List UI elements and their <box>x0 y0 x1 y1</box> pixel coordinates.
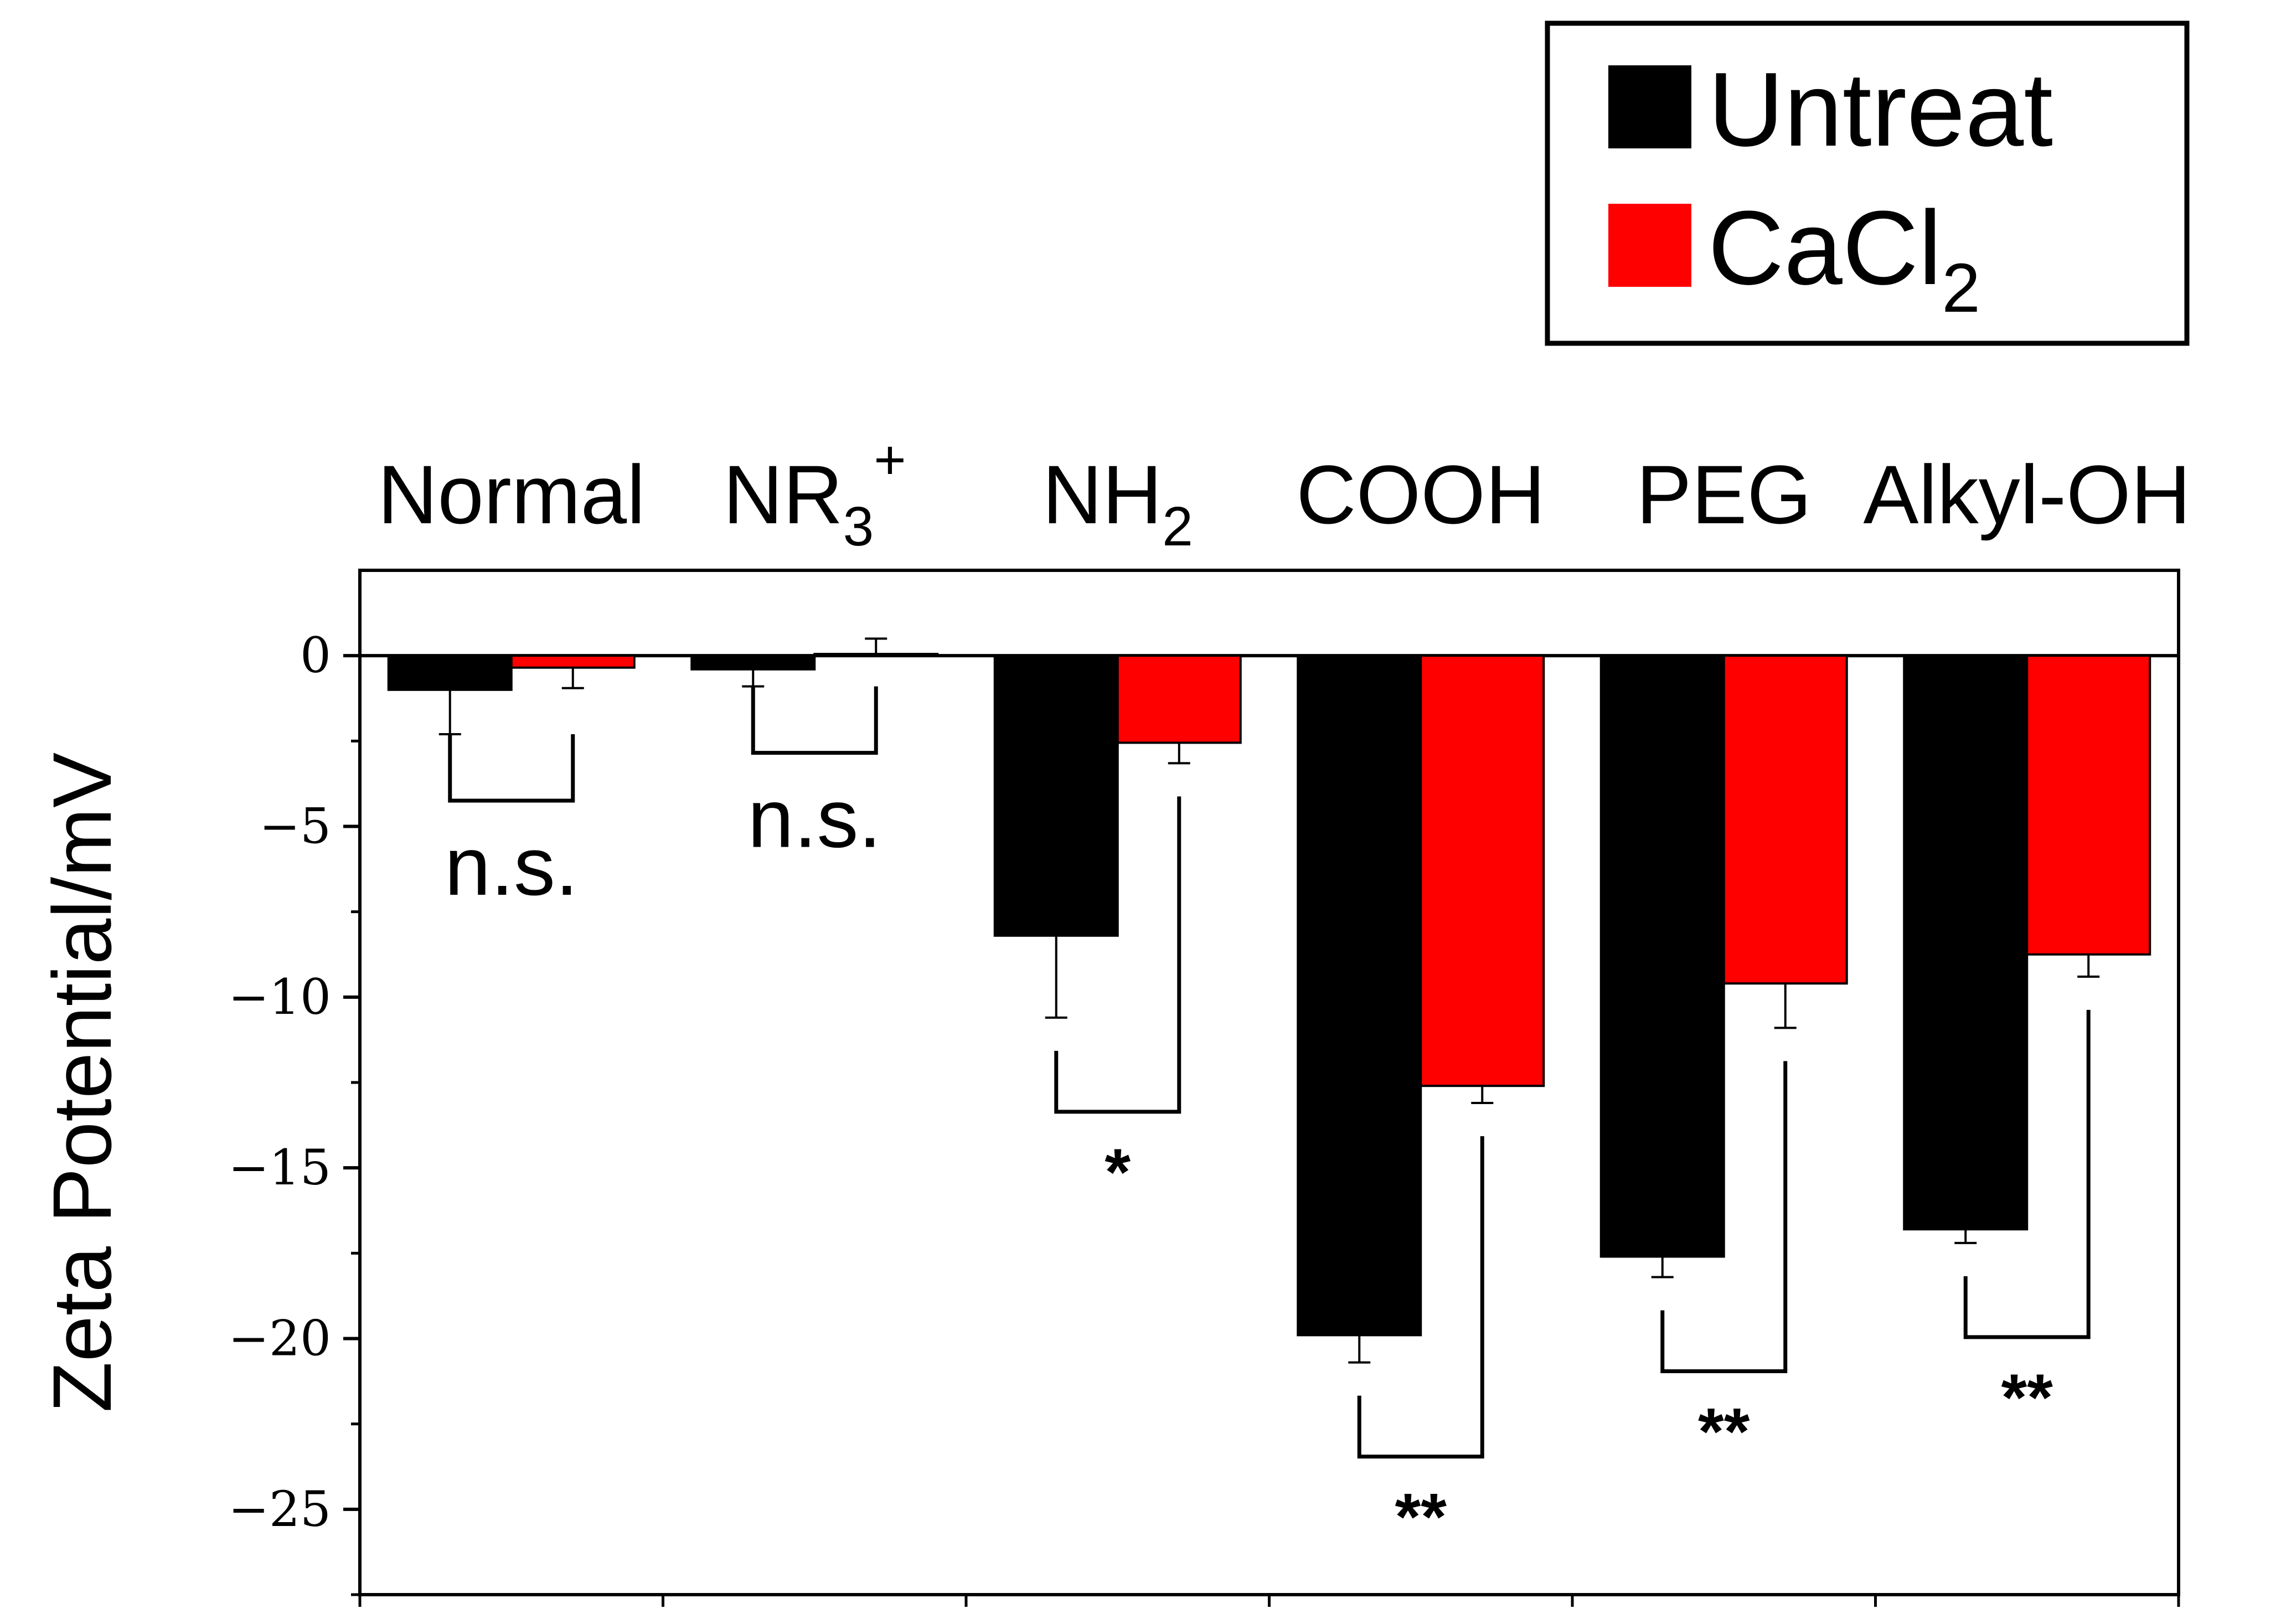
category-label-subscript: 3 <box>843 496 874 558</box>
bar-untreat-5 <box>1903 654 2029 1231</box>
bar-untreat-4 <box>1599 654 1725 1258</box>
category-label: Alkyl-OH <box>1863 448 2191 541</box>
category-label: NH2 <box>1043 448 1193 558</box>
bar-cacl2-4 <box>1722 654 1848 985</box>
category-label: COOH <box>1296 448 1545 541</box>
bar-cacl2-0 <box>510 654 636 669</box>
y-tick-label: −20 <box>228 1310 331 1367</box>
significance-label: ** <box>2001 1360 2053 1435</box>
legend-swatch-untreat <box>1608 65 1691 148</box>
y-tick-label: −15 <box>228 1139 331 1196</box>
category-label-base: NR <box>723 448 843 541</box>
significance-label: ** <box>1395 1480 1447 1554</box>
y-tick-label: −5 <box>259 798 331 855</box>
bar-cacl2-1 <box>813 653 939 657</box>
significance-bracket <box>1357 1136 1484 1459</box>
bar-untreat-3 <box>1297 654 1422 1337</box>
y-tick-label: 0 <box>300 627 331 684</box>
bar-untreat-0 <box>387 654 513 691</box>
y-tick-label: −25 <box>228 1481 331 1538</box>
significance-bracket <box>1054 796 1181 1114</box>
category-label-base: NH <box>1043 448 1163 541</box>
category-label-base: Alkyl-OH <box>1863 448 2191 541</box>
significance-label: n.s. <box>747 772 881 865</box>
bar-cacl2-2 <box>1116 654 1242 744</box>
significance-label: ** <box>1698 1395 1750 1469</box>
significance-bracket <box>751 686 878 755</box>
significance-label: * <box>1105 1135 1131 1209</box>
category-label: NR3+ <box>723 429 906 558</box>
legend-label: CaCl2 <box>1708 189 1980 327</box>
bar-untreat-2 <box>993 654 1119 937</box>
y-axis-label: Zeta Potential/mV <box>35 752 128 1412</box>
significance-label: n.s. <box>445 819 579 912</box>
legend-label-base: CaCl <box>1708 189 1942 307</box>
category-label-base: Normal <box>378 448 645 541</box>
significance-bracket <box>1963 1009 2091 1339</box>
legend-swatch-cacl2 <box>1608 204 1691 287</box>
legend-label: Untreat <box>1708 51 2053 168</box>
category-label-subscript: 2 <box>1162 496 1193 558</box>
y-tick-label: −10 <box>228 968 331 1025</box>
legend-label-subscript: 2 <box>1942 250 1980 327</box>
category-label: Normal <box>378 448 645 541</box>
category-label: PEG <box>1636 448 1812 541</box>
category-label-base: PEG <box>1636 448 1812 541</box>
bar-cacl2-5 <box>2026 654 2151 956</box>
category-label-base: COOH <box>1296 448 1545 541</box>
bar-cacl2-3 <box>1420 654 1545 1087</box>
category-label-superscript: + <box>874 429 906 491</box>
significance-bracket <box>448 734 575 803</box>
legend-label-base: Untreat <box>1708 51 2053 168</box>
significance-bracket <box>1660 1061 1788 1373</box>
bar-untreat-1 <box>690 654 816 671</box>
